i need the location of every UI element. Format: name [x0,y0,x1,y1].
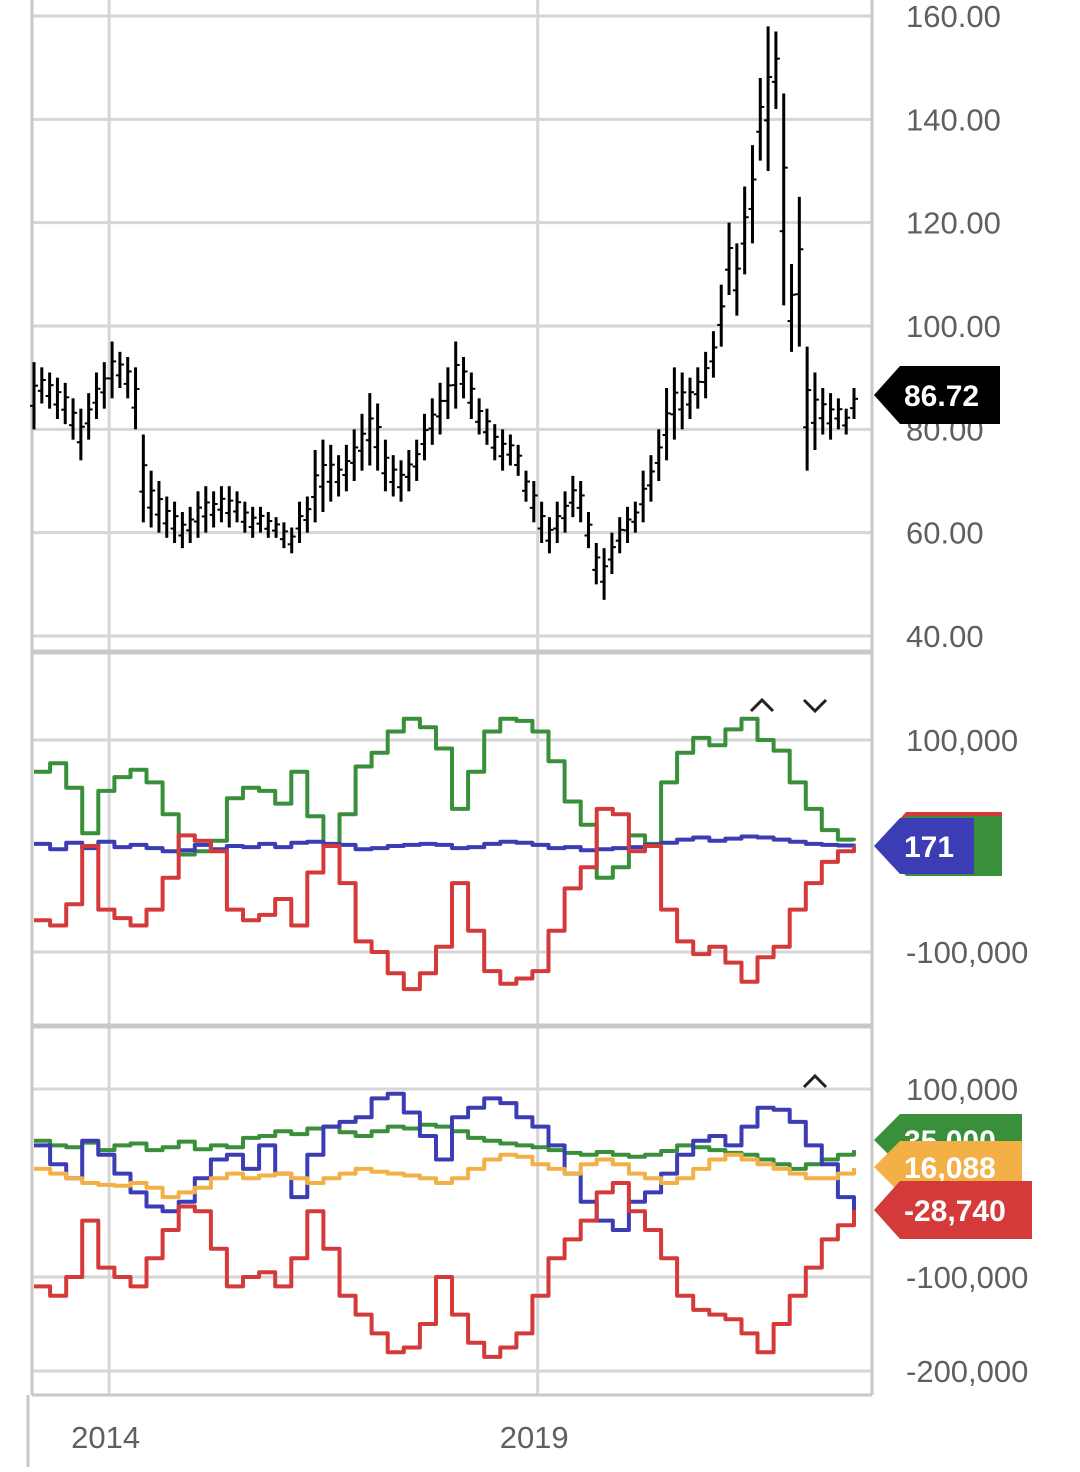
price-tick-label: 40.00 [906,619,984,654]
bottom-orange-tag-text: 16,088 [904,1152,996,1185]
tag-layer: 86.72517135,00016,088-28,740 [874,366,1032,1239]
bottom-red-tag-shape [874,1181,1032,1239]
price-last-value-tag-text: 86.72 [904,380,979,413]
price-tick-label: 140.00 [906,102,1001,137]
x-tick-label: 2014 [71,1420,140,1455]
bottom-series-line [34,1091,856,1232]
chevron-down-icon [802,698,828,714]
plot-layer [30,26,858,1359]
x-tick-label: 2019 [500,1420,569,1455]
bottom-orange-tag-shape [874,1141,1022,1193]
middle-panel-expand-button[interactable] [749,697,775,713]
middle-series-line [34,716,856,880]
bottom-panel-expand-button[interactable] [802,1073,828,1089]
middle-tick-label: 100,000 [906,723,1018,758]
chevron-up-icon [802,1073,828,1089]
price-tick-label: 120.00 [906,206,1001,241]
middle-blue-tag-shape [874,818,974,874]
middle-series-line [34,834,856,854]
middle-panel-collapse-button[interactable] [802,698,828,714]
bottom-series-line [34,1181,856,1359]
middle-tick-label: -100,000 [906,935,1028,970]
middle-series-line [34,806,856,992]
price-tick-label: 60.00 [906,516,984,551]
middle-blue-tag-text: 171 [904,831,954,864]
price-tick-label: 100.00 [906,309,1001,344]
bottom-tick-label: 100,000 [906,1072,1018,1107]
price-last-value-tag-shape [874,366,1000,424]
bottom-red-tag: -28,740 [874,1181,1032,1239]
middle-blue-tag: 171 [874,818,974,874]
bottom-orange-tag: 16,088 [874,1141,1022,1193]
bottom-red-tag-text: -28,740 [904,1195,1006,1228]
chevron-up-icon [749,697,775,713]
axis-layer: 40.0060.0080.00100.00120.00140.00160.001… [71,0,1028,1455]
bottom-tick-label: -200,000 [906,1354,1028,1389]
bottom-series-line [34,1152,856,1200]
price-tick-label: 160.00 [906,0,1001,34]
price-last-value-tag: 86.72 [874,366,1000,424]
bottom-tick-label: -100,000 [906,1260,1028,1295]
